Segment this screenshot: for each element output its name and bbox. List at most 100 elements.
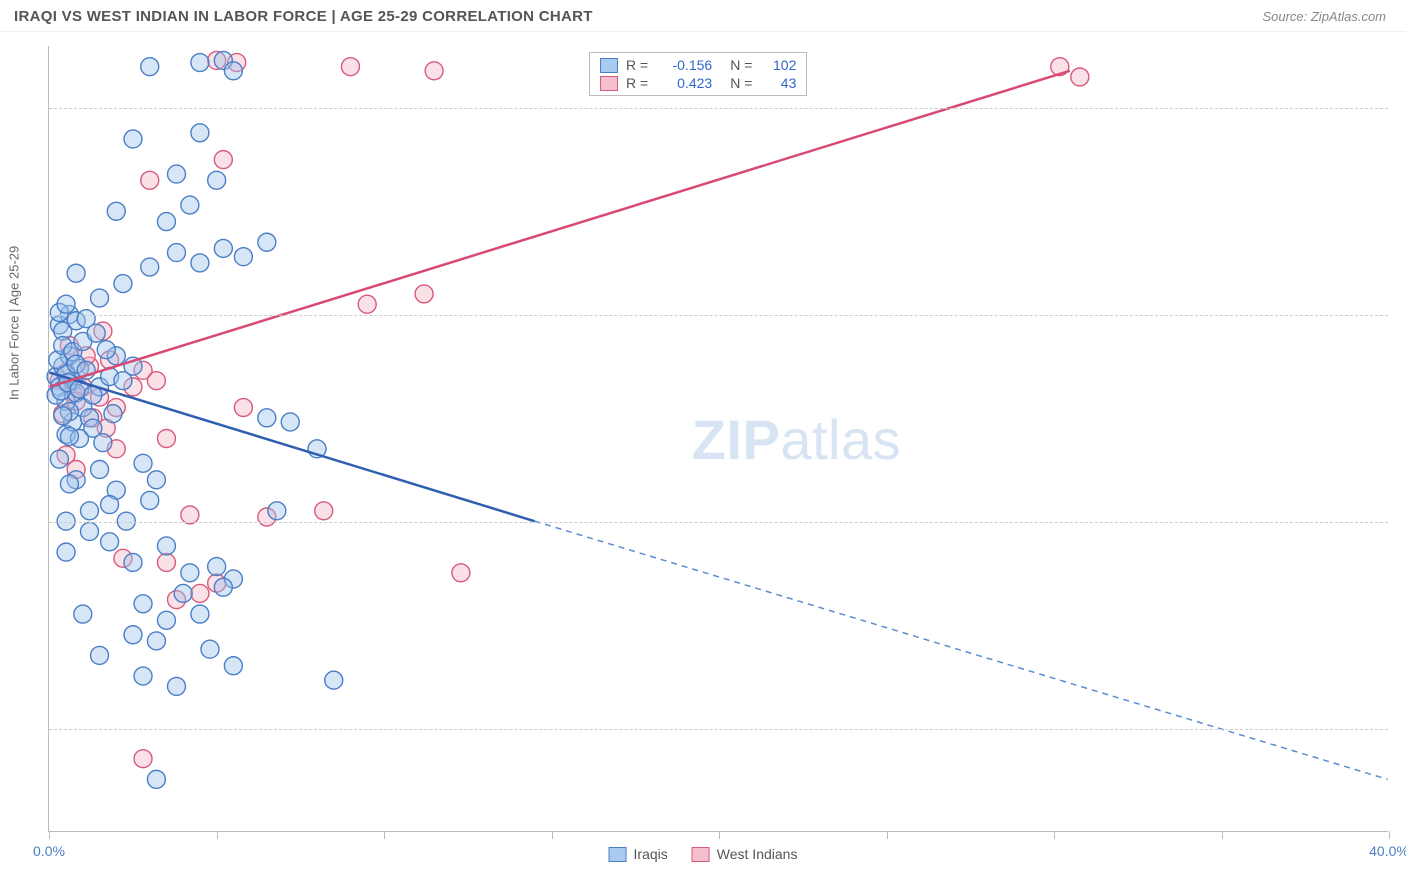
ytick-label: 80.0% — [1394, 514, 1406, 530]
corr-row-westindians: R = 0.423 N = 43 — [600, 74, 796, 92]
data-point — [214, 578, 232, 596]
series-legend: Iraqis West Indians — [609, 846, 798, 862]
data-point — [258, 409, 276, 427]
data-point — [281, 413, 299, 431]
corr-row-iraqis: R = -0.156 N = 102 — [600, 56, 796, 74]
xtick — [49, 831, 50, 839]
data-point — [268, 502, 286, 520]
ytick-label: 70.0% — [1394, 721, 1406, 737]
xtick — [887, 831, 888, 839]
data-point — [224, 657, 242, 675]
swatch-pink-icon — [600, 76, 618, 91]
xtick — [552, 831, 553, 839]
data-point — [147, 471, 165, 489]
gridline — [49, 729, 1388, 730]
data-point — [157, 213, 175, 231]
data-point — [341, 58, 359, 76]
swatch-blue-icon — [609, 847, 627, 862]
data-point — [101, 533, 119, 551]
data-point — [141, 58, 159, 76]
y-axis-label: In Labor Force | Age 25-29 — [7, 246, 22, 400]
data-point — [97, 341, 115, 359]
data-point — [258, 233, 276, 251]
chart-header: IRAQI VS WEST INDIAN IN LABOR FORCE | AG… — [0, 0, 1406, 32]
data-point — [234, 248, 252, 266]
data-point — [358, 295, 376, 313]
data-point — [201, 640, 219, 658]
data-point — [452, 564, 470, 582]
data-point — [54, 407, 72, 425]
data-point — [315, 502, 333, 520]
data-point — [208, 558, 226, 576]
data-point — [57, 295, 75, 313]
data-point — [141, 171, 159, 189]
data-point — [157, 611, 175, 629]
data-point — [124, 626, 142, 644]
xtick — [1054, 831, 1055, 839]
chart-source: Source: ZipAtlas.com — [1262, 9, 1386, 24]
gridline — [49, 108, 1388, 109]
data-point — [147, 372, 165, 390]
data-point — [147, 770, 165, 788]
data-point — [234, 399, 252, 417]
data-point — [191, 54, 209, 72]
data-point — [157, 553, 175, 571]
data-point — [114, 275, 132, 293]
swatch-pink-icon — [692, 847, 710, 862]
data-point — [60, 475, 78, 493]
data-point — [91, 460, 109, 478]
data-point — [168, 244, 186, 262]
gridline — [49, 522, 1388, 523]
chart-container: ZIPatlas R = -0.156 N = 102 R = 0.423 N … — [48, 46, 1388, 832]
data-point — [81, 502, 99, 520]
data-point — [415, 285, 433, 303]
data-point — [134, 750, 152, 768]
ytick-label: 100.0% — [1394, 100, 1406, 116]
xtick — [384, 831, 385, 839]
data-point — [141, 491, 159, 509]
xtick — [1389, 831, 1390, 839]
data-point — [94, 434, 112, 452]
data-point — [425, 62, 443, 80]
data-point — [325, 671, 343, 689]
data-point — [157, 430, 175, 448]
data-point — [91, 289, 109, 307]
data-point — [134, 595, 152, 613]
data-point — [214, 239, 232, 257]
data-point — [191, 584, 209, 602]
data-point — [107, 202, 125, 220]
legend-item-westindians: West Indians — [692, 846, 798, 862]
data-point — [174, 584, 192, 602]
data-point — [124, 130, 142, 148]
xtick — [719, 831, 720, 839]
data-point — [57, 543, 75, 561]
xtick — [217, 831, 218, 839]
data-point — [181, 196, 199, 214]
swatch-blue-icon — [600, 58, 618, 73]
correlation-legend: R = -0.156 N = 102 R = 0.423 N = 43 — [589, 52, 807, 96]
data-point — [60, 427, 78, 445]
data-point — [74, 605, 92, 623]
data-point — [141, 258, 159, 276]
legend-item-iraqis: Iraqis — [609, 846, 668, 862]
data-point — [67, 264, 85, 282]
data-point — [81, 522, 99, 540]
data-point — [147, 632, 165, 650]
data-point — [191, 605, 209, 623]
data-point — [134, 454, 152, 472]
plot-area: ZIPatlas R = -0.156 N = 102 R = 0.423 N … — [48, 46, 1388, 832]
xtick-label: 40.0% — [1369, 843, 1406, 859]
data-point — [208, 171, 226, 189]
xtick — [1222, 831, 1223, 839]
data-point — [101, 496, 119, 514]
data-point — [104, 405, 122, 423]
data-point — [168, 165, 186, 183]
data-point — [168, 677, 186, 695]
data-point — [157, 537, 175, 555]
data-point — [181, 564, 199, 582]
data-point — [91, 646, 109, 664]
data-point — [124, 553, 142, 571]
data-point — [191, 124, 209, 142]
data-point — [50, 450, 68, 468]
ytick-label: 90.0% — [1394, 307, 1406, 323]
